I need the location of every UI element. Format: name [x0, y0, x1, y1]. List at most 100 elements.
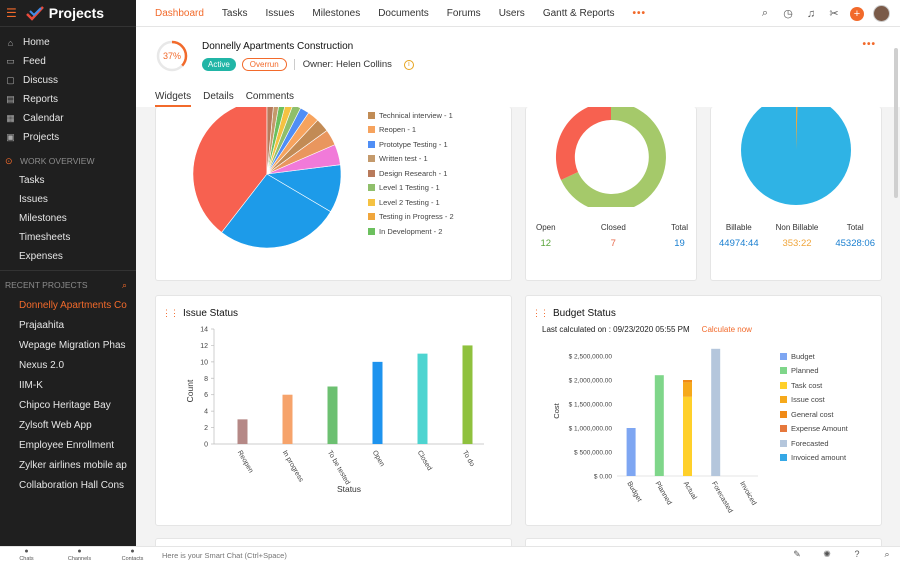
zoom-search-icon[interactable]: ⌕: [884, 549, 890, 559]
pie-slice[interactable]: [192, 107, 268, 233]
work-overview-item-timesheets[interactable]: Timesheets: [19, 232, 71, 243]
budget-legend-item[interactable]: Issue cost: [780, 393, 848, 408]
tab-users[interactable]: Users: [498, 7, 525, 19]
search-projects-icon[interactable]: ⌕: [121, 279, 127, 290]
chat-shortcuts: ● Chats ● Channels ● Contacts: [0, 547, 160, 563]
pie-legend-item[interactable]: Testing in Progress - 2: [368, 210, 454, 225]
tab-dashboard[interactable]: Dashboard: [155, 7, 204, 19]
pie-legend-item[interactable]: Written test - 1: [368, 152, 454, 167]
tab-tasks[interactable]: Tasks: [221, 7, 248, 19]
work-overview-item-tasks[interactable]: Tasks: [19, 175, 45, 186]
work-overview-list: Tasks Issues Milestones Timesheets Expenses: [0, 171, 136, 266]
notification-bell-icon[interactable]: ♫: [806, 7, 816, 20]
pie-slice[interactable]: [266, 107, 274, 175]
settings-tools-icon[interactable]: ✂: [829, 8, 839, 20]
tab-comments[interactable]: Comments: [245, 91, 295, 102]
bottom-channels-button[interactable]: ● Channels: [53, 547, 106, 563]
bar-in-progress[interactable]: [282, 394, 293, 444]
recent-project-item[interactable]: Prajaahita: [19, 319, 65, 331]
recent-project-item[interactable]: Zylsoft Web App: [19, 419, 92, 431]
project-more-menu-icon[interactable]: •••: [862, 39, 876, 50]
quick-add-icon[interactable]: +: [850, 6, 864, 21]
timer-icon[interactable]: ◷: [783, 8, 793, 20]
pin-icon[interactable]: ✎: [793, 549, 801, 559]
bar-closed[interactable]: [417, 353, 428, 444]
work-overview-item-milestones[interactable]: Milestones: [19, 213, 67, 224]
budget-legend-item[interactable]: Planned: [780, 364, 848, 379]
sidebar-item-calendar[interactable]: ▦ Calendar: [0, 109, 136, 128]
drag-handle-icon[interactable]: ⋮⋮: [162, 308, 179, 318]
work-overview-header[interactable]: ⊙ WORK OVERVIEW: [0, 151, 136, 171]
recent-project-item[interactable]: Nexus 2.0: [19, 359, 65, 371]
work-overview-item-issues[interactable]: Issues: [19, 194, 48, 205]
sidebar-item-feed[interactable]: ▭ Feed: [0, 52, 136, 71]
hamburger-menu-icon[interactable]: ☰: [6, 6, 17, 20]
pie-legend-item[interactable]: Prototype Testing - 1: [368, 137, 454, 152]
status-badge[interactable]: Active: [202, 58, 236, 71]
work-overview-item-expenses[interactable]: Expenses: [19, 251, 63, 262]
tab-widgets[interactable]: Widgets: [155, 91, 192, 107]
search-icon[interactable]: ⌕: [761, 7, 769, 19]
tab-details[interactable]: Details: [203, 91, 234, 102]
budget-legend-item[interactable]: Budget: [780, 349, 848, 364]
drag-handle-icon[interactable]: ⋮⋮: [532, 308, 549, 318]
bar-budget-budget[interactable]: [626, 428, 636, 476]
budget-legend-item[interactable]: Forecasted: [780, 436, 848, 451]
user-avatar[interactable]: [873, 5, 890, 22]
pie-slice[interactable]: [266, 107, 301, 175]
smart-chat-input[interactable]: [162, 549, 762, 562]
vertical-scrollbar[interactable]: [894, 48, 898, 198]
donut-stats: Open 12 Closed 7 Total 19: [536, 223, 688, 249]
legend-label: Level 2 Testing - 1: [379, 197, 440, 207]
pie-legend-item[interactable]: Technical interview - 1: [368, 108, 454, 123]
sidebar-item-reports[interactable]: ▤ Reports: [0, 90, 136, 109]
bar-actual-issue-cost[interactable]: [683, 382, 692, 397]
bottom-chats-button[interactable]: ● Chats: [0, 547, 53, 563]
recent-project-item[interactable]: Collaboration Hall Cons: [19, 479, 125, 491]
pie-slice[interactable]: [221, 173, 332, 249]
tab-gantt-reports[interactable]: Gantt & Reports: [542, 7, 615, 19]
budget-legend-item[interactable]: Invoiced amount: [780, 451, 848, 466]
tab-documents[interactable]: Documents: [378, 7, 429, 19]
budget-legend-item[interactable]: General cost: [780, 407, 848, 422]
help-icon[interactable]: ?: [854, 549, 860, 559]
bottom-contacts-button[interactable]: ● Contacts: [106, 547, 159, 563]
pie-legend-item[interactable]: Level 1 Testing - 1: [368, 181, 454, 196]
pie-slice[interactable]: [266, 107, 286, 175]
bar-open[interactable]: [372, 361, 383, 444]
tab-issues[interactable]: Issues: [265, 7, 295, 19]
x-tick-label: Invoiced: [738, 481, 757, 507]
y-axis-title: Cost: [552, 402, 561, 418]
tab-milestones[interactable]: Milestones: [312, 7, 361, 19]
sidebar: ☰ Projects ⌂ Home ▭ Feed ▢ Discuss ▤ Reports ▦ Ca…: [0, 0, 136, 546]
pie-slice[interactable]: [266, 107, 279, 175]
sidebar-item-discuss[interactable]: ▢ Discuss: [0, 71, 136, 90]
sidebar-item-home[interactable]: ⌂ Home: [0, 33, 136, 52]
budget-legend-item[interactable]: Expense Amount: [780, 422, 848, 437]
pie-legend-item[interactable]: In Development - 2: [368, 224, 454, 239]
pie-legend-item[interactable]: Level 2 Testing - 1: [368, 195, 454, 210]
sidebar-item-projects[interactable]: ▣ Projects: [0, 128, 136, 147]
bar-to-do[interactable]: [462, 345, 473, 444]
bar-forecasted-forecasted[interactable]: [711, 348, 721, 476]
recent-project-item[interactable]: Chipco Heritage Bay: [19, 399, 111, 411]
bar-planned-planned[interactable]: [654, 375, 664, 476]
pie-legend-item[interactable]: Design Research - 1: [368, 166, 454, 181]
bulb-icon[interactable]: ✺: [823, 549, 831, 559]
y-tick-label: 0: [204, 442, 208, 449]
calculate-now-link[interactable]: Calculate now: [701, 325, 752, 334]
recent-project-item[interactable]: IIM-K: [19, 379, 43, 391]
recent-project-item[interactable]: Donnelly Apartments Co: [19, 299, 127, 311]
bar-actual-general-cost[interactable]: [683, 380, 692, 383]
tab-forums[interactable]: Forums: [446, 7, 481, 19]
recent-project-item[interactable]: Zylker airlines mobile ap: [19, 459, 127, 471]
bar-actual-task-cost[interactable]: [683, 396, 692, 476]
bar-to-be-tested[interactable]: [327, 386, 338, 445]
info-icon[interactable]: i: [403, 59, 414, 70]
pie-legend-item[interactable]: Reopen - 1: [368, 123, 454, 138]
recent-project-item[interactable]: Wepage Migration Phas: [19, 339, 126, 351]
more-modules-icon[interactable]: •••: [632, 7, 647, 19]
budget-legend-item[interactable]: Task cost: [780, 378, 848, 393]
recent-project-item[interactable]: Employee Enrollment: [19, 439, 115, 451]
bar-reopen[interactable]: [237, 419, 248, 444]
